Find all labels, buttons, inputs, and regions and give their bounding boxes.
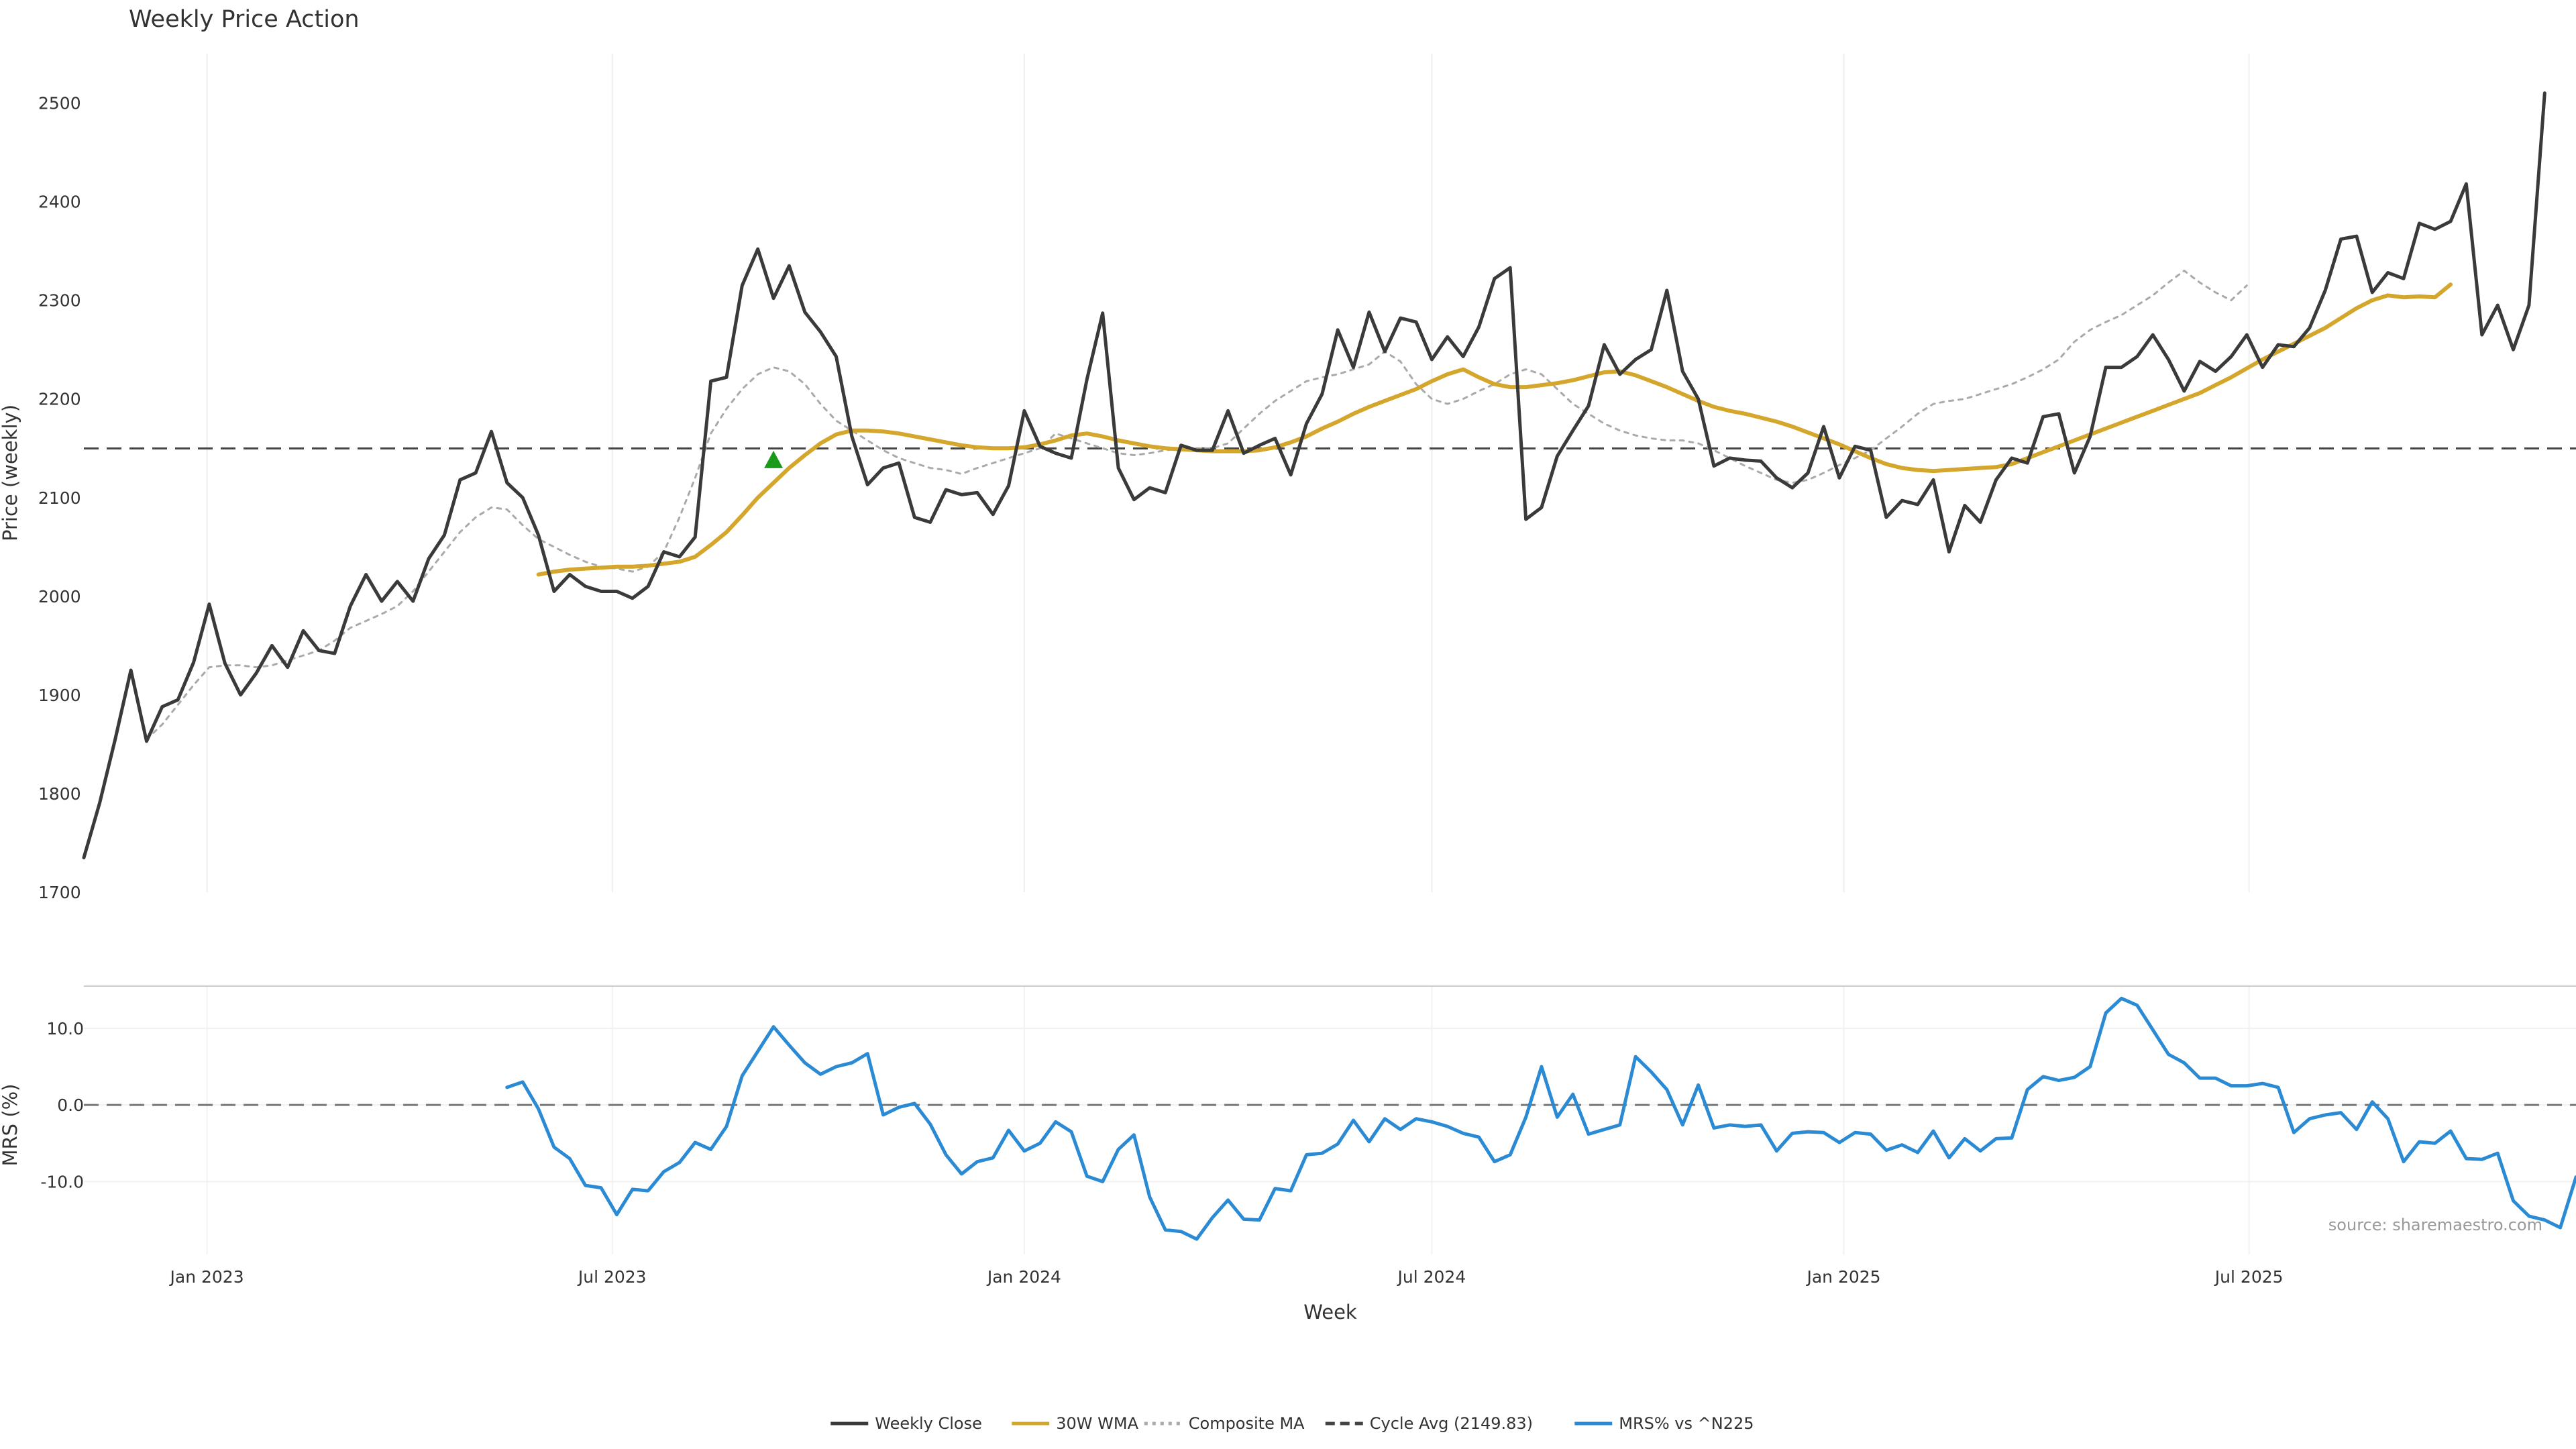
legend-label: Cycle Avg (2149.83): [1370, 1414, 1533, 1433]
chart-title: Weekly Price Action: [129, 6, 360, 33]
price-y-tick-label: 2100: [38, 488, 81, 508]
price-y-axis-title: Price (weekly): [0, 405, 21, 541]
x-tick-label: Jul 2023: [577, 1267, 647, 1287]
mrs-y-tick-label: -10.0: [40, 1172, 84, 1191]
legend: Weekly Close 30W WMA Composite MA Cycle Avg…: [830, 1414, 1754, 1433]
composite-ma-line: [146, 270, 2248, 741]
price-y-tick-label: 1900: [38, 686, 81, 705]
wma-30w-line: [536, 282, 2453, 577]
x-tick-label: Jul 2025: [2214, 1267, 2284, 1287]
mrs-y-tick-label: 10.0: [46, 1019, 84, 1038]
price-y-tick-label: 2000: [38, 587, 81, 606]
mrs-y-axis-title: MRS (%): [0, 1084, 21, 1167]
price-y-tick-label: 2300: [38, 291, 81, 311]
price-y-tick-label: 1700: [38, 883, 81, 902]
x-axis: Jan 2023 Jul 2023 Jan 2024 Jul 2024 Jan 2025…: [169, 1267, 2284, 1287]
x-tick-label: Jan 2025: [1805, 1267, 1880, 1287]
mrs-line: [505, 996, 2576, 1241]
price-panel: 1700 1800 1900 2000 2100 2200 2300 2400 2500 Pric…: [0, 54, 2576, 902]
source-note: source: sharemaestro.com: [2328, 1216, 2542, 1234]
legend-label: MRS% vs ^N225: [1619, 1414, 1754, 1433]
x-tick-label: Jan 2023: [169, 1267, 244, 1287]
mrs-y-tick-label: 0.0: [57, 1095, 84, 1115]
x-tick-label: Jan 2024: [986, 1267, 1061, 1287]
weekly-close-line: [82, 91, 2546, 859]
legend-label: 30W WMA: [1056, 1414, 1138, 1433]
legend-label: Weekly Close: [875, 1414, 982, 1433]
x-axis-title: Week: [1303, 1301, 1357, 1324]
signal-marker-triangle: [764, 450, 784, 468]
price-y-tick-label: 2400: [38, 193, 81, 212]
legend-label: Composite MA: [1189, 1414, 1305, 1433]
x-tick-label: Jul 2024: [1397, 1267, 1466, 1287]
mrs-panel: -10.0 0.0 10.0 MRS (%): [0, 985, 2576, 1254]
price-y-tick-label: 2500: [38, 94, 81, 113]
price-y-tick-label: 1800: [38, 784, 81, 804]
price-y-tick-label: 2200: [38, 390, 81, 409]
